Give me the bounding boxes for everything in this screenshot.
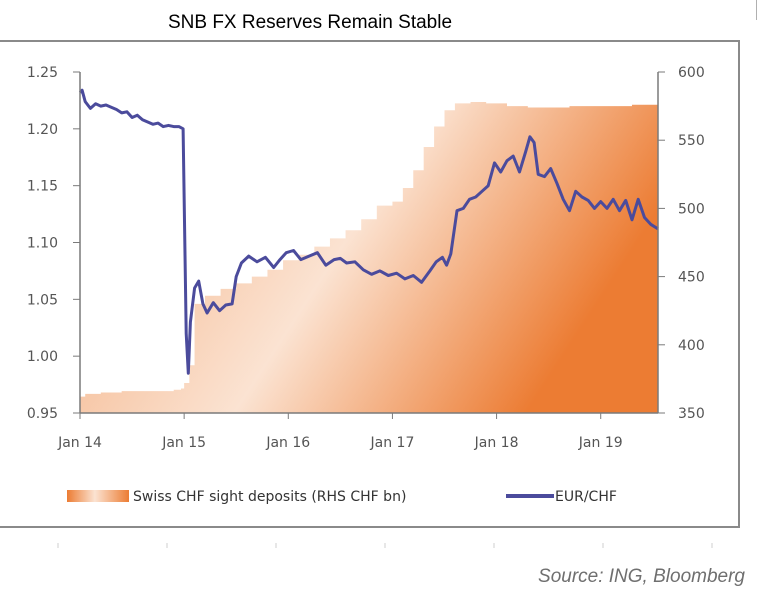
- legend-label-eur-chf: EUR/CHF: [555, 489, 617, 505]
- x-tick-label: Jan 19: [578, 435, 623, 451]
- x-tick-label: Jan 14: [57, 435, 102, 451]
- legend-label-sight-deposits: Swiss CHF sight deposits (RHS CHF bn): [133, 489, 406, 505]
- left-tick-label: 0.95: [27, 406, 58, 422]
- x-tick-label: Jan 15: [161, 435, 206, 451]
- left-tick-label: 1.20: [27, 122, 58, 138]
- x-tick-label: Jan 16: [265, 435, 310, 451]
- right-tick-label: 500: [678, 201, 705, 217]
- chart-frame: [0, 40, 740, 528]
- left-tick-label: 1.25: [27, 65, 58, 81]
- left-tick-label: 1.15: [27, 179, 58, 195]
- left-tick-label: 1.10: [27, 236, 58, 252]
- right-tick-label: 450: [678, 270, 705, 286]
- source-note: Source: ING, Bloomberg: [538, 566, 745, 587]
- page-edge-divider: [756, 0, 757, 20]
- x-tick-label: Jan 18: [474, 435, 519, 451]
- right-tick-label: 400: [678, 338, 705, 354]
- legend: Swiss CHF sight deposits (RHS CHF bn) EUR…: [67, 489, 617, 505]
- right-tick-label: 550: [678, 133, 705, 149]
- line-series-layer: [78, 88, 659, 375]
- legend-swatch-sight-deposits: [67, 490, 129, 502]
- area-series-layer: [80, 102, 658, 414]
- x-tick-label: Jan 17: [370, 435, 415, 451]
- chart-title: SNB FX Reserves Remain Stable: [167, 12, 453, 33]
- eur-chf-line: [78, 88, 659, 375]
- right-tick-label: 350: [678, 406, 705, 422]
- axes-layer: 0.95 1.00 1.05 1.10 1.15 1.20 1.25 350 400 450 500…: [27, 65, 713, 548]
- left-tick-label: 1.00: [27, 349, 58, 365]
- sight-deposits-area: [80, 102, 658, 414]
- left-tick-label: 1.05: [27, 292, 58, 308]
- right-tick-label: 600: [678, 65, 705, 81]
